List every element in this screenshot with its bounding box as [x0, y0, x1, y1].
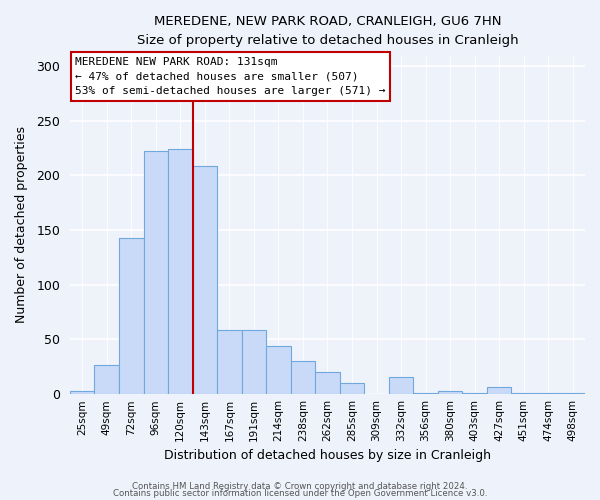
Bar	[315, 372, 340, 394]
Bar	[536, 393, 560, 394]
Bar	[463, 393, 487, 394]
X-axis label: Distribution of detached houses by size in Cranleigh: Distribution of detached houses by size …	[164, 450, 491, 462]
Text: Contains public sector information licensed under the Open Government Licence v3: Contains public sector information licen…	[113, 489, 487, 498]
Bar	[119, 238, 143, 394]
Bar	[487, 386, 511, 394]
Bar	[511, 393, 536, 394]
Y-axis label: Number of detached properties: Number of detached properties	[15, 126, 28, 323]
Bar	[438, 391, 463, 394]
Text: MEREDENE NEW PARK ROAD: 131sqm
← 47% of detached houses are smaller (507)
53% of: MEREDENE NEW PARK ROAD: 131sqm ← 47% of …	[75, 57, 386, 96]
Bar	[193, 166, 217, 394]
Text: Contains HM Land Registry data © Crown copyright and database right 2024.: Contains HM Land Registry data © Crown c…	[132, 482, 468, 491]
Bar	[413, 393, 438, 394]
Title: MEREDENE, NEW PARK ROAD, CRANLEIGH, GU6 7HN
Size of property relative to detache: MEREDENE, NEW PARK ROAD, CRANLEIGH, GU6 …	[137, 15, 518, 47]
Bar	[290, 362, 315, 394]
Bar	[242, 330, 266, 394]
Bar	[266, 346, 290, 394]
Bar	[168, 149, 193, 394]
Bar	[143, 152, 168, 394]
Bar	[217, 330, 242, 394]
Bar	[70, 391, 94, 394]
Bar	[389, 376, 413, 394]
Bar	[340, 383, 364, 394]
Bar	[94, 364, 119, 394]
Bar	[560, 393, 585, 394]
